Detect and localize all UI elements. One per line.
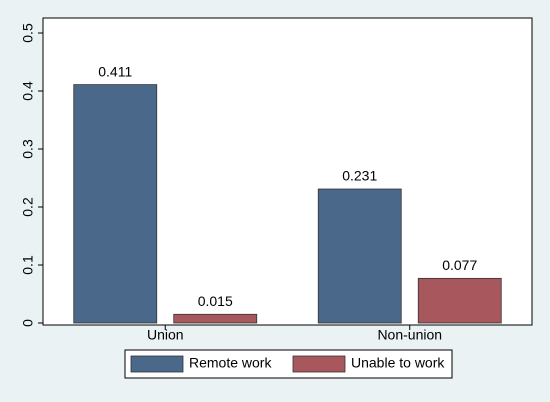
bar [173,313,258,324]
x-tick-label: Union [147,327,184,343]
y-tick-label: 0.2 [20,197,36,217]
bar [73,84,158,324]
value-label: 0.077 [442,257,477,273]
bar [317,188,402,324]
value-label: 0.231 [342,168,377,184]
legend-swatch [130,355,184,373]
x-tick-label: Non-union [377,327,442,343]
y-tick-label: 0.3 [20,139,36,159]
value-label: 0.411 [98,63,132,79]
legend-label: Remote work [189,355,272,371]
y-tick-label: 0 [20,319,36,327]
y-tick-label: 0.1 [20,255,36,275]
y-tick-label: 0.5 [20,23,36,43]
value-label: 0.015 [198,293,233,309]
legend-label: Unable to work [351,355,445,371]
bar [417,277,502,324]
legend-swatch [292,355,346,373]
y-tick-label: 0.4 [20,81,36,101]
